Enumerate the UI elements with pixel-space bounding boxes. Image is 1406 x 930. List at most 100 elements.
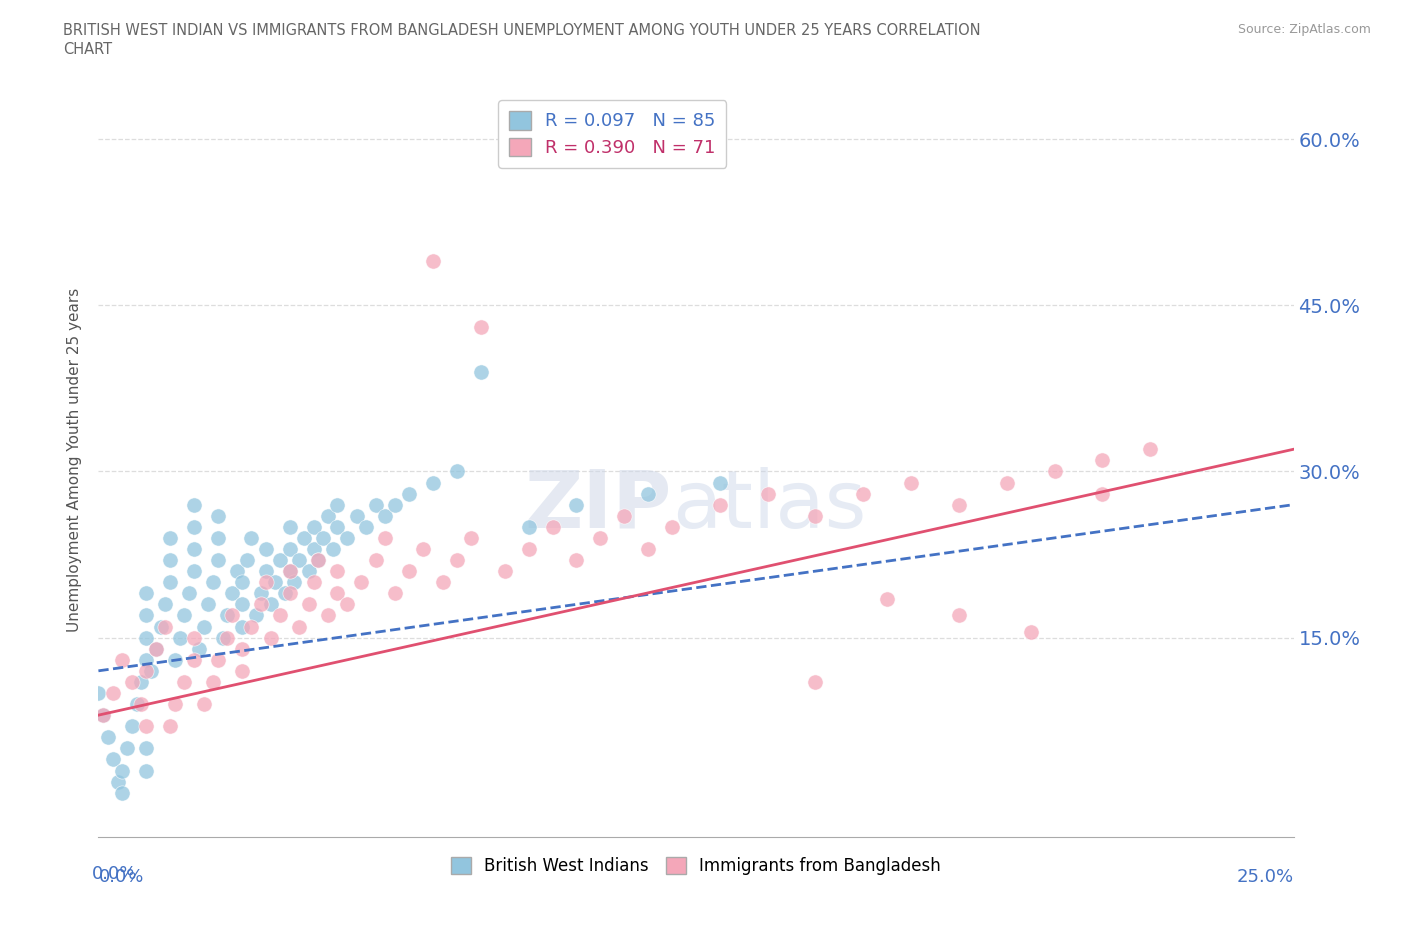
Point: [183, 519, 205, 534]
Point: [354, 519, 377, 534]
Point: [193, 697, 215, 711]
Point: [316, 608, 339, 623]
Text: 0.0%: 0.0%: [98, 868, 143, 885]
Point: [322, 541, 344, 556]
Point: [193, 619, 215, 634]
Point: [278, 586, 301, 601]
Point: [135, 652, 157, 667]
Point: [312, 530, 335, 545]
Point: [245, 608, 267, 623]
Point: [446, 464, 468, 479]
Point: [470, 365, 492, 379]
Point: [254, 575, 277, 590]
Point: [183, 541, 205, 556]
Point: [307, 552, 329, 567]
Point: [179, 586, 201, 601]
Point: [240, 530, 263, 545]
Point: [637, 486, 659, 501]
Point: [1043, 464, 1066, 479]
Point: [159, 719, 181, 734]
Point: [852, 486, 875, 501]
Point: [1139, 442, 1161, 457]
Point: [221, 586, 243, 601]
Point: [589, 530, 612, 545]
Point: [231, 619, 253, 634]
Point: [197, 597, 219, 612]
Point: [207, 509, 229, 524]
Point: [111, 652, 134, 667]
Point: [135, 764, 157, 778]
Point: [804, 509, 827, 524]
Point: [135, 663, 157, 678]
Point: [254, 541, 277, 556]
Point: [336, 597, 359, 612]
Point: [159, 530, 181, 545]
Point: [145, 642, 167, 657]
Point: [292, 530, 315, 545]
Point: [278, 564, 301, 578]
Point: [135, 719, 157, 734]
Point: [336, 530, 359, 545]
Point: [298, 597, 321, 612]
Point: [264, 575, 287, 590]
Point: [517, 541, 540, 556]
Point: [217, 631, 239, 645]
Point: [278, 564, 301, 578]
Point: [326, 519, 349, 534]
Point: [107, 774, 129, 789]
Point: [326, 498, 349, 512]
Point: [231, 663, 253, 678]
Point: [637, 541, 659, 556]
Point: [269, 552, 291, 567]
Point: [565, 552, 588, 567]
Point: [207, 552, 229, 567]
Point: [364, 552, 387, 567]
Point: [202, 674, 225, 689]
Text: 25.0%: 25.0%: [1236, 868, 1294, 885]
Point: [269, 608, 291, 623]
Point: [326, 564, 349, 578]
Legend: British West Indians, Immigrants from Bangladesh: British West Indians, Immigrants from Ba…: [444, 850, 948, 882]
Point: [250, 586, 273, 601]
Point: [231, 642, 253, 657]
Point: [187, 642, 209, 657]
Point: [115, 741, 138, 756]
Point: [135, 631, 157, 645]
Point: [995, 475, 1018, 490]
Point: [254, 564, 277, 578]
Point: [173, 608, 195, 623]
Point: [346, 509, 368, 524]
Point: [288, 619, 311, 634]
Point: [384, 586, 406, 601]
Point: [91, 708, 114, 723]
Point: [302, 519, 325, 534]
Point: [173, 674, 195, 689]
Point: [364, 498, 387, 512]
Point: [412, 541, 434, 556]
Point: [207, 530, 229, 545]
Point: [121, 674, 143, 689]
Point: [494, 564, 516, 578]
Point: [398, 564, 420, 578]
Point: [876, 591, 898, 606]
Point: [183, 631, 205, 645]
Point: [384, 498, 406, 512]
Text: Source: ZipAtlas.com: Source: ZipAtlas.com: [1237, 23, 1371, 36]
Point: [288, 552, 311, 567]
Point: [283, 575, 305, 590]
Point: [756, 486, 779, 501]
Text: BRITISH WEST INDIAN VS IMMIGRANTS FROM BANGLADESH UNEMPLOYMENT AMONG YOUTH UNDER: BRITISH WEST INDIAN VS IMMIGRANTS FROM B…: [63, 23, 981, 38]
Point: [183, 652, 205, 667]
Point: [155, 597, 177, 612]
Point: [470, 320, 492, 335]
Point: [326, 586, 349, 601]
Point: [517, 519, 540, 534]
Point: [302, 541, 325, 556]
Point: [111, 785, 134, 800]
Point: [422, 475, 444, 490]
Point: [278, 541, 301, 556]
Point: [259, 631, 281, 645]
Point: [1091, 453, 1114, 468]
Point: [125, 697, 148, 711]
Point: [101, 685, 124, 700]
